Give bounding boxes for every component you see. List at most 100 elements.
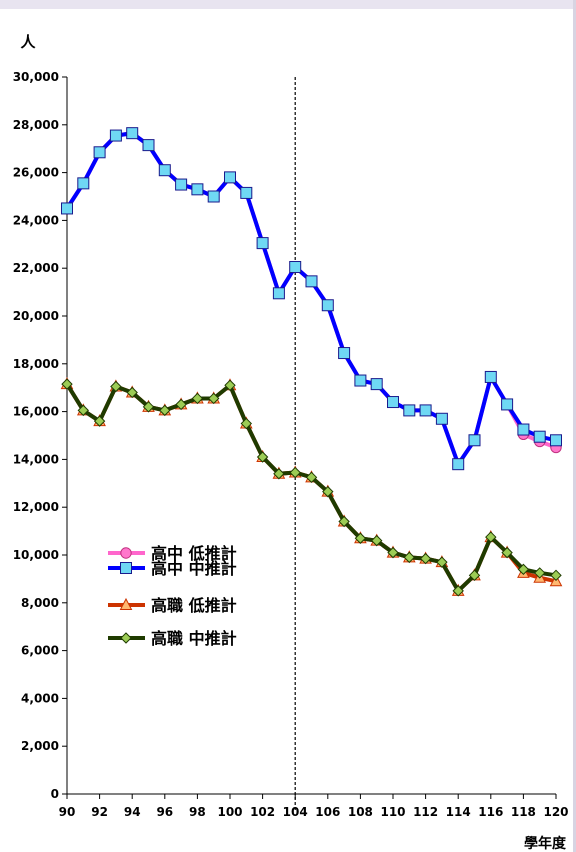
point-marker-square: [158, 164, 171, 177]
x-tick-label: 104: [283, 805, 308, 819]
x-tick-label: 106: [315, 805, 340, 819]
y-tick-label: 26,000: [13, 166, 59, 180]
legend-label: 高中 中推計: [151, 559, 237, 578]
x-tick-label: 96: [156, 805, 173, 819]
point-marker-square: [387, 396, 399, 409]
point-marker-square: [289, 261, 302, 274]
legend-item-2: 高中 中推計: [108, 559, 237, 578]
point-marker-square: [533, 430, 546, 443]
x-tick-label: 116: [478, 805, 503, 819]
y-tick-label: 30,000: [13, 70, 59, 84]
legend-label: 高中 低推計: [151, 544, 237, 563]
x-axis-unit-label: 學年度: [524, 835, 567, 852]
point-marker-circle: [120, 547, 132, 559]
point-marker-square: [517, 423, 530, 436]
legend-label: 高職 低推計: [151, 596, 237, 615]
y-tick-label: 0: [51, 787, 59, 801]
point-marker-square: [175, 178, 188, 191]
point-marker-diamond: [419, 552, 432, 565]
y-tick-label: 22,000: [13, 261, 59, 275]
series-line: [65, 131, 557, 467]
point-marker-square: [256, 237, 269, 250]
point-marker-diamond: [354, 532, 367, 544]
x-tick-label: 102: [250, 805, 275, 819]
point-marker-diamond: [61, 378, 73, 390]
point-marker-square: [61, 202, 73, 215]
point-marker-square: [126, 127, 139, 140]
point-marker-square: [109, 129, 122, 142]
point-marker-diamond: [256, 451, 269, 463]
y-axis-unit-label: 人: [20, 33, 36, 51]
axes: 0 2,000 4,000 6,000 8,000 10,000 12,000 14,000 1…: [13, 70, 569, 819]
point-marker-square: [191, 183, 204, 196]
point-marker-square: [403, 404, 416, 417]
point-marker-square: [142, 139, 155, 152]
legend-item-1: 高中 低推計: [108, 544, 237, 563]
y-tick-label: 12,000: [13, 500, 59, 514]
y-tick-label: 14,000: [13, 452, 59, 466]
series-2: [61, 127, 562, 471]
point-marker-diamond: [517, 563, 530, 576]
point-marker-square: [305, 275, 318, 288]
point-marker-diamond: [93, 415, 106, 427]
point-marker-diamond: [550, 569, 562, 582]
point-marker-diamond: [273, 468, 285, 480]
x-tick-label: 90: [59, 805, 76, 819]
point-marker-diamond: [289, 466, 301, 479]
point-marker-diamond: [485, 531, 497, 543]
series-group: [60, 127, 563, 597]
point-marker-diamond: [110, 380, 122, 393]
x-tick-label: 94: [124, 805, 141, 819]
y-tick-label: 24,000: [13, 213, 59, 227]
y-tick-label: 20,000: [13, 309, 59, 323]
point-marker-diamond: [501, 546, 513, 559]
y-tick-label: 8,000: [21, 596, 59, 610]
x-tick-label: 120: [543, 805, 568, 819]
point-marker-diamond: [126, 386, 138, 399]
point-marker-diamond: [338, 515, 350, 528]
point-marker-square: [550, 434, 562, 447]
x-tick-label: 114: [446, 805, 471, 819]
y-tick-label: 4,000: [21, 691, 59, 705]
point-marker-diamond: [322, 485, 334, 498]
point-marker-diamond: [120, 632, 132, 644]
point-marker-diamond: [142, 401, 155, 413]
point-marker-square: [354, 374, 367, 387]
point-marker-square: [338, 347, 351, 360]
point-marker-diamond: [240, 417, 253, 430]
point-marker-diamond: [370, 534, 383, 547]
y-tick-label: 2,000: [21, 739, 59, 753]
series-1: [61, 127, 562, 470]
point-marker-square: [93, 146, 106, 159]
x-tick-label: 100: [217, 805, 242, 819]
point-marker-square: [468, 434, 481, 447]
point-marker-diamond: [305, 471, 318, 484]
x-tick-label: 118: [511, 805, 536, 819]
point-marker-diamond: [436, 556, 448, 568]
point-marker-square: [484, 370, 497, 383]
point-marker-diamond: [77, 404, 90, 417]
legend-item-3: 高職 低推計: [108, 596, 237, 615]
point-marker-square: [370, 378, 383, 391]
x-tick-label: 108: [348, 805, 373, 819]
y-tick-label: 16,000: [13, 405, 59, 419]
point-marker-square: [435, 412, 448, 425]
point-marker-square: [120, 562, 132, 574]
point-marker-square: [272, 287, 285, 300]
point-marker-square: [321, 299, 334, 312]
x-tick-label: 112: [413, 805, 438, 819]
point-marker-diamond: [468, 569, 481, 582]
point-marker-square: [240, 186, 253, 199]
point-marker-square: [501, 398, 514, 411]
point-marker-square: [224, 171, 236, 184]
point-marker-square: [419, 404, 432, 417]
top-window-strip: [0, 0, 576, 9]
point-marker-diamond: [159, 404, 171, 417]
x-tick-label: 92: [91, 805, 108, 819]
point-marker-diamond: [403, 551, 416, 564]
point-marker-square: [207, 190, 220, 203]
x-tick-label: 110: [380, 805, 405, 819]
point-marker-diamond: [387, 546, 399, 559]
